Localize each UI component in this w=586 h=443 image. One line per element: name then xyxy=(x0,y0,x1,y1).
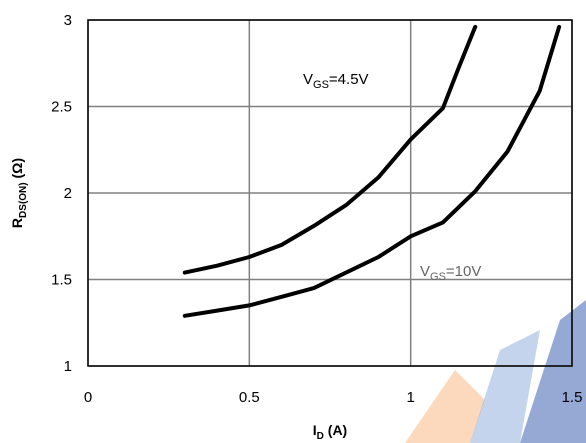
y-tick-label-0: 1 xyxy=(64,358,72,375)
x-axis-title: ID (A) xyxy=(313,422,347,442)
series-labels: VGS=4.5V VGS=10V xyxy=(303,71,481,283)
axis-titles: ID (A) RDS(ON) (Ω) xyxy=(9,158,347,442)
plot-frame xyxy=(87,19,573,367)
x-tick-label-2: 1 xyxy=(406,389,414,406)
series-line-0 xyxy=(182,24,478,275)
tick-labels: 0 0.5 1 1.5 1 1.5 2 2.5 3 xyxy=(51,12,582,406)
series-layer xyxy=(182,24,562,318)
series-label-0: VGS=4.5V xyxy=(303,71,369,91)
series-label-1: VGS=10V xyxy=(420,263,481,283)
x-tick-label-3: 1.5 xyxy=(562,389,583,406)
y-tick-label-4: 3 xyxy=(64,12,72,29)
x-tick-label-1: 0.5 xyxy=(239,389,260,406)
y-tick-label-2: 2 xyxy=(64,185,72,202)
x-tick-label-0: 0 xyxy=(84,389,92,406)
y-axis-title: RDS(ON) (Ω) xyxy=(9,158,29,228)
watermark-logo xyxy=(405,300,586,443)
y-tick-label-1: 1.5 xyxy=(51,272,72,289)
series-line-1 xyxy=(182,24,562,318)
axes xyxy=(87,19,573,367)
y-tick-label-3: 2.5 xyxy=(51,99,72,116)
